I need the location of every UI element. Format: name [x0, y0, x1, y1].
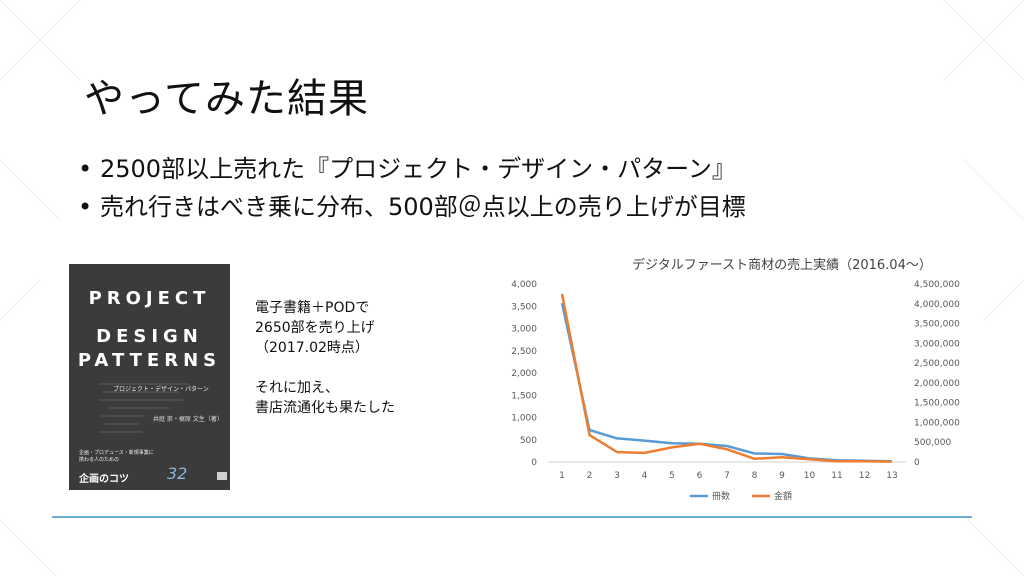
- x-tick-label: 9: [779, 471, 785, 481]
- y-right-tick-label: 500,000: [914, 438, 951, 448]
- bottom-divider: [52, 516, 972, 518]
- y-left-tick-label: 1,000: [511, 414, 537, 424]
- slide-title: やってみた結果: [84, 76, 369, 122]
- bullet-dot-icon: •: [78, 155, 93, 183]
- book-cover-pattern: [99, 383, 189, 433]
- y-right-tick-label: 0: [914, 458, 920, 468]
- y-left-tick-label: 2,500: [511, 347, 537, 357]
- bullet-text: 売れ行きはべき乗に分布、500部＠点以上の売り上げが目標: [100, 193, 746, 221]
- x-tick-label: 10: [804, 471, 816, 481]
- x-tick-label: 4: [642, 471, 648, 481]
- x-tick-label: 12: [859, 471, 870, 481]
- series-line-amount: [560, 293, 893, 463]
- book-authors: 井庭 崇・梶原 文生（著）: [153, 416, 223, 423]
- series-line-count: [560, 302, 893, 463]
- x-tick-label: 1: [559, 471, 565, 481]
- chart-title: デジタルファースト商材の売上実績（2016.04〜）: [632, 258, 932, 273]
- note-line: それに加え、: [255, 380, 339, 396]
- y-right-tick-label: 3,000,000: [914, 339, 960, 349]
- y-left-tick-label: 3,000: [511, 325, 537, 335]
- y-right-tick-label: 1,000,000: [914, 418, 960, 428]
- y-left-tick-label: 2,000: [511, 369, 537, 379]
- note-line: 2650部を売り上げ: [255, 320, 375, 336]
- bullet-dot-icon: •: [78, 193, 93, 221]
- x-tick-label: 11: [831, 471, 842, 481]
- y-right-tick-label: 4,000,000: [914, 300, 960, 310]
- note-line: 書店流通化も果たした: [255, 400, 395, 416]
- book-number: 32: [167, 464, 188, 483]
- y-left-tick-label: 500: [520, 436, 537, 446]
- y-left-tick-label: 1,500: [511, 391, 537, 401]
- y-right-tick-label: 4,500,000: [914, 280, 960, 290]
- x-tick-label: 6: [697, 471, 703, 481]
- note-line: 電子書籍＋PODで: [255, 300, 370, 316]
- bullet-list: • 2500部以上売れた『プロジェクト・デザイン・パターン』 • 売れ行きはべき乗に…: [78, 150, 746, 226]
- y-right-tick-label: 1,500,000: [914, 399, 960, 409]
- bullet-text: 2500部以上売れた『プロジェクト・デザイン・パターン』: [100, 155, 736, 183]
- x-tick-label: 7: [724, 471, 730, 481]
- book-title-line2: DESIGN: [96, 326, 203, 347]
- book-title-line1: PROJECT: [88, 288, 211, 309]
- note-line: （2017.02時点）: [255, 340, 369, 356]
- x-tick-label: 13: [886, 471, 897, 481]
- book-catch: 企画のコツ: [79, 474, 129, 485]
- x-tick-label: 3: [614, 471, 620, 481]
- book-cover-image: PROJECT DESIGN PATTERNS プロジェクト・デザイン・パターン…: [69, 264, 230, 490]
- x-tick-label: 5: [669, 471, 675, 481]
- sales-note: 電子書籍＋PODで 2650部を売り上げ （2017.02時点） それに加え、 …: [255, 298, 395, 418]
- y-right-tick-label: 3,500,000: [914, 320, 960, 330]
- y-left-tick-label: 4,000: [511, 280, 537, 290]
- x-tick-label: 8: [752, 471, 758, 481]
- legend-label: 冊数: [712, 490, 730, 502]
- y-left-tick-label: 3,500: [511, 302, 537, 312]
- book-title-line3: PATTERNS: [77, 350, 222, 371]
- book-subtitle: プロジェクト・デザイン・パターン: [113, 386, 209, 393]
- book-tagline: 企画・プロデュース・新規事業に 携わる人のための: [79, 450, 154, 463]
- bullet-item: • 売れ行きはべき乗に分布、500部＠点以上の売り上げが目標: [78, 188, 746, 226]
- x-tick-label: 2: [587, 471, 593, 481]
- y-right-tick-label: 2,500,000: [914, 359, 960, 369]
- y-right-tick-label: 2,000,000: [914, 379, 960, 389]
- y-left-tick-label: 0: [531, 458, 537, 468]
- publisher-logo-icon: [217, 472, 227, 480]
- bullet-item: • 2500部以上売れた『プロジェクト・デザイン・パターン』: [78, 150, 746, 188]
- legend-label: 金額: [774, 490, 792, 502]
